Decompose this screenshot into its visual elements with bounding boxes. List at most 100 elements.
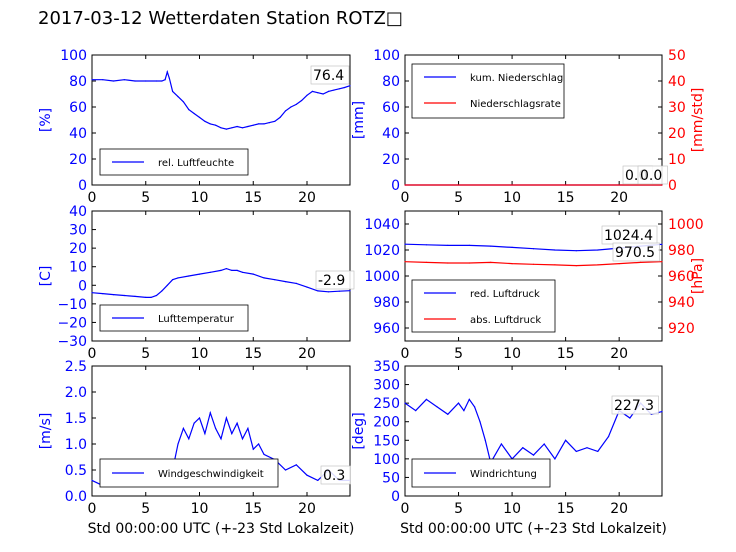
precipitation-y2tick-label: 40 <box>668 74 686 90</box>
winddirection-xtick-label: 0 <box>401 501 410 517</box>
humidity-data-point <box>263 123 265 125</box>
pressure-data-point <box>425 244 427 246</box>
humidity-value-box <box>310 65 350 85</box>
winddirection-data-point <box>415 410 417 412</box>
precipitation-value-box <box>637 165 668 185</box>
temperature-value-label: -2.9 <box>318 273 345 289</box>
winddirection-data-point <box>554 458 556 460</box>
temperature-data-point <box>123 294 125 297</box>
humidity-data-point <box>215 124 217 126</box>
humidity-data-point <box>204 120 206 122</box>
winddirection-ytick-label: 150 <box>373 433 400 449</box>
pressure-y2tick-label: 940 <box>668 295 695 311</box>
temperature-data-point <box>349 290 351 292</box>
winddirection-legend-label: Windrichtung <box>470 469 537 480</box>
precipitation-data-point <box>404 184 406 186</box>
windspeed-ytick-label: 2.0 <box>65 385 87 401</box>
winddirection-data-point <box>468 398 470 400</box>
winddirection-xtick-label: 15 <box>557 501 575 517</box>
temperature-data-point <box>263 277 265 279</box>
humidity-data-point <box>284 110 287 112</box>
pressure-data-point <box>404 261 406 263</box>
winddirection-data-point <box>404 402 406 404</box>
temperature-xtick-label: 5 <box>141 346 150 362</box>
temperature-ytick-label: −30 <box>57 334 87 350</box>
winddirection-data-point <box>661 411 663 413</box>
precipitation-y2tick-label: 10 <box>668 152 686 168</box>
winddirection-data-point <box>532 454 535 456</box>
temperature-data-point <box>241 271 244 273</box>
temperature-data-point <box>134 295 136 297</box>
pressure-legend-label: abs. Luftdruck <box>470 315 541 326</box>
pressure-legend-label: red. Luftdruck <box>470 289 540 300</box>
page-title: 2017-03-12 Wetterdaten Station ROTZ□ <box>38 8 403 29</box>
pressure-data-point <box>575 250 577 252</box>
winddirection-data-point <box>586 447 588 449</box>
temperature-xtick-label: 10 <box>191 346 209 362</box>
pressure-value-label: 1024.4 <box>604 228 653 244</box>
pressure-y2label: [hPa] <box>690 258 706 294</box>
temperature-xtick-label: 20 <box>298 346 316 362</box>
winddirection-data-point <box>463 410 465 412</box>
temperature-data-point <box>150 296 152 298</box>
temperature-ytick-label: 10 <box>69 260 87 276</box>
precipitation-legend-box <box>411 63 565 119</box>
pressure-data-point <box>597 264 599 266</box>
winddirection-data-point <box>500 443 502 445</box>
precipitation-legend-label: Niederschlagsrate <box>470 99 561 110</box>
winddirection-ytick-label: 300 <box>373 378 400 394</box>
windspeed-ytick-label: 1.5 <box>65 411 87 427</box>
pressure-xtick-label: 5 <box>454 346 463 362</box>
temperature-data-point <box>166 284 168 286</box>
precipitation-ytick-label: 80 <box>382 74 400 90</box>
pressure-y2tick-label: 960 <box>668 269 695 285</box>
pressure-legend-box <box>411 279 556 333</box>
windspeed-data-point <box>220 438 222 440</box>
humidity-data-point <box>241 127 244 129</box>
temperature-data-point <box>236 269 238 271</box>
pressure-ytick-label: 1000 <box>364 269 400 285</box>
pressure-xtick-label: 0 <box>401 346 410 362</box>
windspeed-xtick-label: 0 <box>88 501 97 517</box>
humidity-data-point <box>236 125 238 128</box>
humidity-xtick-label: 5 <box>141 190 150 206</box>
humidity-data-point <box>155 80 158 82</box>
humidity-legend-label: rel. Luftfeuchte <box>158 158 234 169</box>
humidity-data-point <box>188 109 190 111</box>
humidity-data-point <box>301 99 303 102</box>
humidity-xtick-label: 20 <box>298 190 316 206</box>
winddirection-data-point <box>425 398 427 400</box>
winddirection-data-point <box>522 447 524 449</box>
humidity-data-point <box>349 85 351 87</box>
temperature-data-point <box>274 279 276 281</box>
windspeed-xtick-label: 20 <box>298 501 316 517</box>
windspeed-xtick-label: 15 <box>244 501 262 517</box>
humidity-data-point <box>317 92 319 94</box>
winddirection-data-point <box>543 443 545 445</box>
precipitation-xtick-label: 10 <box>503 190 521 206</box>
temperature-ylabel: [C] <box>38 266 54 287</box>
temperature-data-point <box>252 273 254 275</box>
pressure-data-point <box>468 244 470 246</box>
winddirection-ytick-label: 350 <box>373 359 400 375</box>
pressure-data-point <box>511 246 513 248</box>
pressure-y2tick-label: 920 <box>668 321 695 337</box>
windspeed-data-point <box>215 427 217 429</box>
humidity-data-point <box>322 93 324 95</box>
winddirection-data-point <box>447 413 449 415</box>
temperature-legend-label: Lufttemperatur <box>158 314 235 325</box>
pressure-data-point <box>468 262 470 264</box>
windspeed-xtick-label: 5 <box>141 501 150 517</box>
humidity-data-point <box>164 79 166 81</box>
pressure-ytick-label: 980 <box>373 295 400 311</box>
temperature-data-point <box>317 290 319 292</box>
precipitation-y2tick-label: 20 <box>668 126 686 142</box>
windspeed-data-point <box>284 469 287 471</box>
windspeed-data-point <box>252 448 254 450</box>
pressure-value-label: 970.5 <box>615 245 655 261</box>
humidity-plot-frame <box>91 54 351 186</box>
precipitation-ytick-label: 20 <box>382 152 400 168</box>
humidity-data-point <box>306 94 308 96</box>
humidity-value-label: 76.4 <box>313 68 344 84</box>
precipitation-xtick-label: 15 <box>557 190 575 206</box>
